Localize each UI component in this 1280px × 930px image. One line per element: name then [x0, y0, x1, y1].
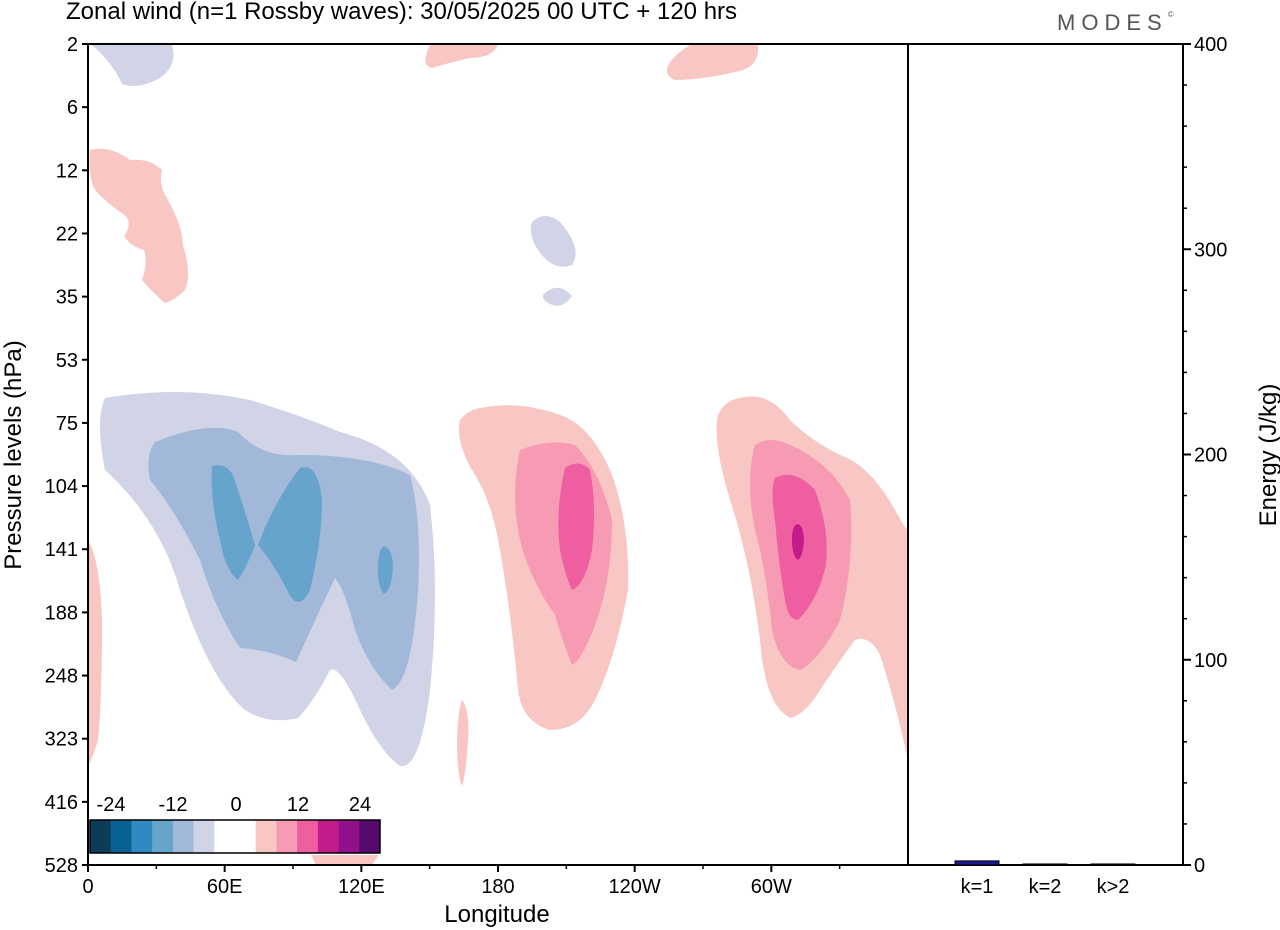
bar-category-label: k=1 [961, 876, 994, 898]
colorbar-swatch [359, 820, 381, 853]
contour-pos-right-core [792, 524, 804, 560]
colorbar-label: 24 [349, 794, 371, 816]
y-tick-label: 22 [56, 223, 78, 245]
contour-fills [88, 45, 908, 865]
colorbar-label: -12 [159, 794, 188, 816]
energy-bar [1022, 863, 1068, 866]
colorbar-swatch [317, 820, 340, 853]
colorbar-swatch [172, 820, 195, 853]
x-tick-label: 60E [207, 876, 243, 898]
brand-logo: MODES© [1057, 10, 1174, 36]
y-tick-label: 528 [45, 855, 78, 877]
bar-category-label: k>2 [1097, 876, 1130, 898]
y-tick-label: 6 [67, 97, 78, 119]
energy-tick-label: 200 [1194, 445, 1227, 467]
y-tick-label: 2 [67, 34, 78, 56]
bar-category-label: k=2 [1029, 876, 1062, 898]
y-tick-label: 188 [45, 602, 78, 624]
y-tick-label: 104 [45, 476, 78, 498]
colorbar: -24 -12 0 12 24 [88, 794, 382, 855]
contour-neg-core-left [211, 465, 255, 580]
y-tick-label: 416 [45, 792, 78, 814]
contour-pos-thin [457, 700, 469, 786]
energy-bar-chart: 0 100 200 300 400 k=1 k=2 k>2 [954, 34, 1227, 898]
y-tick-label: 12 [56, 160, 78, 182]
x-tick-label: 0 [82, 876, 93, 898]
x-axis-title: Longitude [444, 901, 549, 928]
y-tick-label: 75 [56, 413, 78, 435]
colorbar-label: -24 [97, 794, 126, 816]
contour-pos-left-edge [88, 540, 102, 765]
contour-pos-bottom [310, 853, 380, 865]
x-tick-label: 60W [751, 876, 792, 898]
y-tick-label: 35 [56, 287, 78, 309]
brand-mark: © [1167, 10, 1174, 19]
colorbar-swatch [338, 820, 360, 853]
contour-neg-top-left [92, 45, 174, 86]
energy-bar [1090, 863, 1136, 866]
contour-pos-top-b [666, 45, 759, 80]
contour-neg-mid-dot [542, 287, 572, 306]
colorbar-label: 12 [287, 794, 309, 816]
y-tick-label: 141 [45, 539, 78, 561]
energy-tick-label: 300 [1194, 239, 1227, 261]
colorbar-swatch [193, 820, 215, 853]
colorbar-swatch [110, 820, 132, 853]
energy-bar [954, 860, 1000, 866]
contour-neg-mid-small [530, 216, 576, 267]
contour-pos-upper-left [89, 148, 189, 303]
colorbar-swatch [152, 820, 174, 853]
energy-tick-label: 100 [1194, 650, 1227, 672]
energy-tick-label: 0 [1194, 855, 1205, 877]
contour-pos-center-inner [558, 463, 595, 590]
y-tick-label: 248 [45, 666, 78, 688]
colorbar-swatch [235, 820, 257, 853]
x-tick-label: 120W [609, 876, 661, 898]
y-axis-title: Pressure levels (hPa) [0, 340, 27, 569]
bar-panel-frame [907, 43, 1184, 866]
colorbar-swatch [255, 820, 277, 853]
contour-neg-core-right [258, 467, 322, 602]
y-tick-label: 53 [56, 350, 78, 372]
contour-pos-top-a [425, 45, 498, 68]
colorbar-frame [89, 819, 381, 854]
brand-text: MODES [1057, 10, 1168, 35]
colorbar-swatch [214, 820, 236, 853]
colorbar-swatch [131, 820, 153, 853]
energy-axis-title: Energy (J/kg) [1255, 384, 1280, 527]
colorbar-swatch [297, 820, 319, 853]
chart-title: Zonal wind (n=1 Rossby waves): 30/05/202… [66, 0, 738, 25]
x-tick-label: 120E [338, 876, 385, 898]
x-tick-label: 180 [481, 876, 514, 898]
colorbar-label: 0 [230, 794, 241, 816]
contour-neg-core-small [377, 546, 393, 594]
colorbar-swatch [90, 820, 112, 853]
energy-tick-label: 400 [1194, 34, 1227, 56]
colorbar-swatch [276, 820, 298, 853]
y-tick-label: 323 [45, 729, 78, 751]
